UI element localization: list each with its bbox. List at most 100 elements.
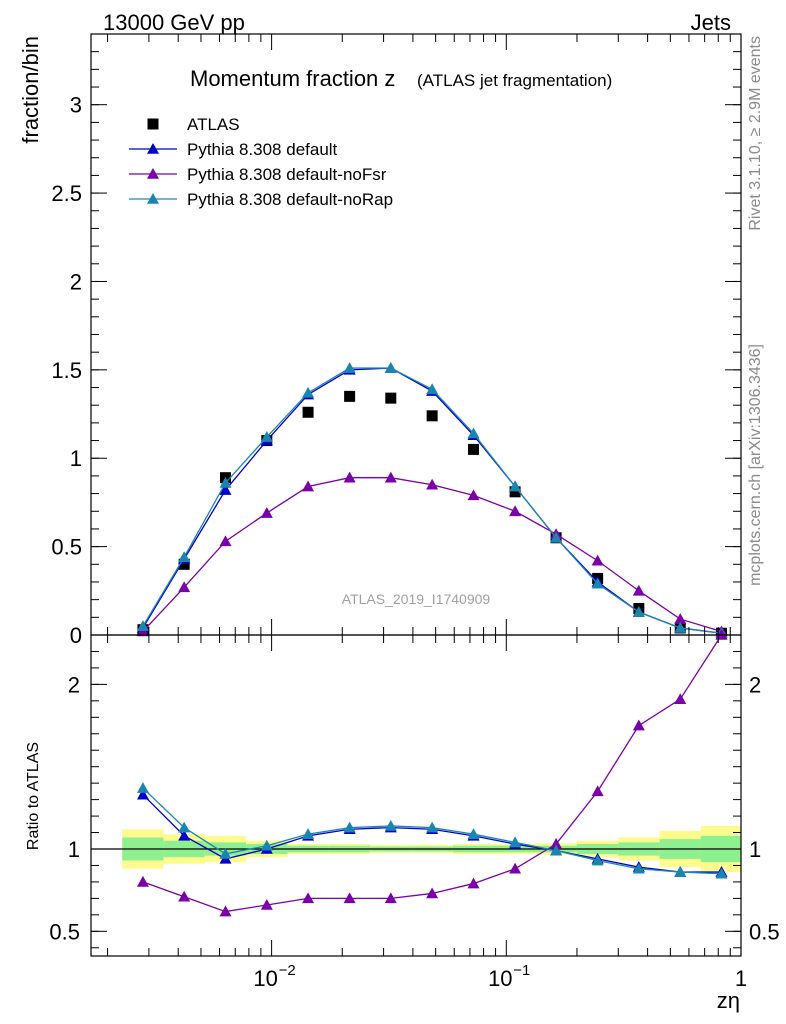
data-point-nofsr [384,471,397,483]
x-tick-exponent: −2 [279,962,296,979]
legend-marker-nofsr [147,168,159,179]
x-tick-label: 10 [253,966,277,991]
data-point-norap [591,577,604,589]
ratio-point-nofsr [302,892,315,904]
ratio-y-tick-label-right: 1 [749,837,761,862]
ratio-point-norap [302,828,315,839]
ratio-point-nofsr [260,898,273,910]
data-point-atlas [509,486,521,498]
y-tick-label: 1.5 [51,358,82,383]
rivet-label: Rivet 3.1.10, ≥ 2.9M events [747,36,764,231]
data-point-atlas [468,443,480,455]
ratio-point-norap [467,828,480,839]
ratio-y-tick-label: 0.5 [49,919,80,944]
ratio-y-tick-label: 2 [68,672,80,697]
title-sub: (ATLAS jet fragmentation) [417,71,612,90]
data-point-norap [260,431,273,442]
ratio-ylabel: Ratio to ATLAS [25,742,42,850]
data-point-nofsr [467,489,480,501]
ratio-point-norap [343,821,356,833]
data-point-atlas [344,390,356,402]
data-point-nofsr [591,554,604,566]
ratio-point-nofsr [219,905,232,917]
y-tick-label: 0 [70,623,82,648]
y-tick-label: 2.5 [51,181,82,206]
data-point-atlas [302,406,314,418]
data-point-nofsr [302,480,315,492]
legend-label-default: Pythia 8.308 default [187,140,338,159]
y-tick-label: 2 [70,269,82,294]
ratio-point-norap [384,819,397,831]
x-axis-label: zη [717,988,740,1013]
x-tick-exponent: −1 [513,962,530,979]
y-tick-label: 1 [70,446,82,471]
data-point-nofsr [260,507,273,518]
data-point-norap [178,551,191,563]
ratio-point-norap [550,844,563,856]
main-ylabel: fraction/bin [18,36,43,144]
ratio-point-nofsr [509,862,522,874]
legend-label-norap: Pythia 8.308 default-noRap [187,190,393,209]
x-tick-label: 10 [488,966,512,991]
data-point-norap [467,427,480,439]
data-point-nofsr [509,505,522,517]
ratio-point-nofsr [384,892,397,904]
data-point-norap [219,476,232,488]
ratio-point-norap [632,862,645,874]
legend-marker-atlas [147,118,159,130]
legend-label-nofsr: Pythia 8.308 default-noFsr [187,165,387,184]
data-point-nofsr [219,535,232,547]
analysis-watermark: ATLAS_2019_I1740909 [342,591,491,607]
y-tick-label: 3 [70,93,82,118]
data-point-atlas [385,392,397,404]
data-point-norap [136,620,149,631]
data-point-nofsr [632,584,645,596]
ratio-point-nofsr [674,693,687,704]
data-point-nofsr [426,478,439,490]
ratio-y-tick-label-right: 0.5 [749,919,780,944]
ratio-point-norap [591,854,604,866]
legend-label-atlas: ATLAS [187,115,240,134]
ratio-point-nofsr [343,892,356,904]
data-point-norap [550,531,563,543]
ratio-point-nofsr [178,890,191,902]
data-point-norap [426,383,439,395]
data-point-default [219,484,232,495]
ratio-point-nofsr [550,838,563,849]
data-point-nofsr [178,581,191,593]
data-point-norap [509,480,522,492]
ratio-y-tick-label: 1 [68,837,80,862]
ratio-point-norap [219,847,232,859]
ratio-point-norap [426,821,439,833]
ratio-panel-series [136,629,728,917]
ratio-point-norap [715,867,728,879]
header-left: 13000 GeV pp [103,10,245,35]
y-tick-label: 0.5 [51,535,82,560]
ratio-point-default [136,788,149,800]
ratio-point-norap [178,821,191,833]
legend: ATLAS Pythia 8.308 default Pythia 8.308 de… [129,115,393,209]
ratio-point-nofsr [632,719,645,731]
ratio-y-tick-label-right: 2 [749,672,761,697]
ratio-point-default [178,829,191,841]
data-point-norap [674,621,687,633]
data-point-norap [384,362,397,373]
ratio-point-norap [136,782,149,793]
legend-marker-norap [147,193,159,204]
mcplots-label: mcplots.cern.ch [arXiv:1306.3436] [747,344,764,586]
data-point-atlas [426,410,438,422]
ratio-frame [90,634,742,957]
data-point-norap [343,362,356,373]
ratio-point-nofsr [467,877,480,889]
ratio-point-norap [260,839,273,851]
legend-marker-default [147,143,159,154]
data-point-norap [302,386,315,398]
ratio-point-norap [509,836,522,848]
ratio-point-nofsr [591,785,604,797]
data-point-atlas [178,558,190,570]
ratio-uncertainty-band [91,825,741,873]
data-point-norap [632,606,645,617]
ratio-point-nofsr [426,887,439,899]
title-main: Momentum fraction z [190,66,395,91]
